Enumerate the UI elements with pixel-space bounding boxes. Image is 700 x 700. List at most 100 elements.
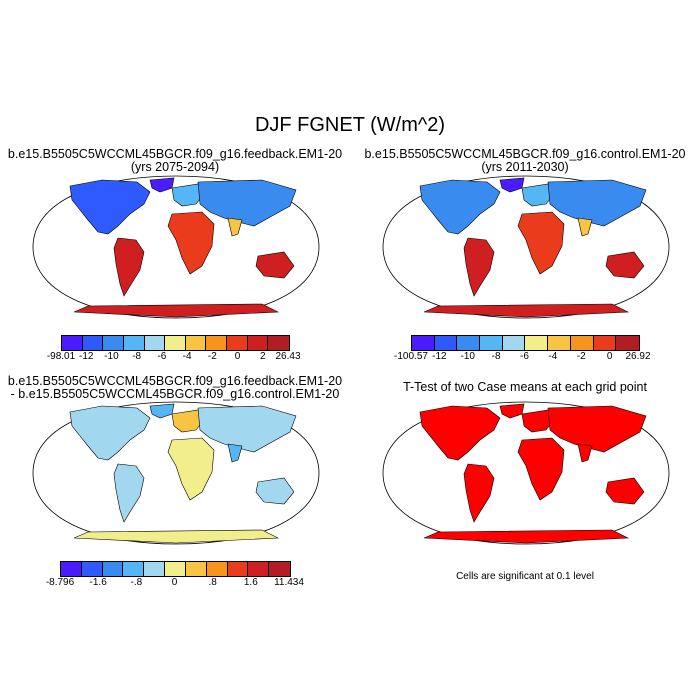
continent-greenland (499, 177, 525, 193)
colorbar-tick-label: -10 (460, 351, 475, 362)
control-colorbar-labels: -100.57 -12 -10 -8 -6 -4 -2 0 26.92 (394, 351, 650, 363)
colorbar-swatch (593, 336, 617, 350)
colorbar-tick-label: -100.57 (394, 351, 428, 362)
colorbar-swatch (525, 336, 549, 350)
continent-antarctica (423, 529, 630, 544)
continent-north-america (69, 405, 151, 461)
continent-australia (605, 477, 645, 505)
continent-greenland (149, 403, 175, 419)
colorbar-tick-label: -2 (576, 351, 586, 362)
colorbar-swatch (123, 336, 145, 350)
continent-australia (255, 251, 295, 279)
continent-asia (197, 179, 297, 227)
colorbar-swatch (62, 336, 83, 350)
colorbar-tick-label: -6 (157, 351, 167, 362)
continent-asia (547, 405, 647, 453)
colorbar-swatch (480, 336, 503, 350)
continent-australia (605, 251, 645, 279)
panel4-title: T-Test of two Case means at each grid po… (403, 380, 647, 394)
colorbar-tick-label: -8 (491, 351, 501, 362)
colorbar-swatch (123, 562, 145, 576)
colorbar-tick-label: 0 (234, 351, 241, 362)
colorbar-swatch (247, 336, 269, 350)
panel2-title-line1: b.e15.B5505C5WCCML45BGCR.f09_g16.control… (364, 147, 686, 161)
continent-south-america (463, 463, 495, 523)
colorbar-tick-label: 0 (606, 351, 613, 362)
colorbar-swatch (268, 336, 289, 350)
continent-antarctica (73, 529, 280, 544)
colorbar-swatch (185, 562, 207, 576)
continent-africa (517, 211, 565, 275)
colorbar-tick-label: -4 (548, 351, 558, 362)
colorbar-swatch (548, 336, 571, 350)
continent-north-america (419, 405, 501, 461)
colorbar-swatch (185, 336, 207, 350)
colorbar-tick-label: -6 (520, 351, 529, 362)
continent-south-america (113, 463, 145, 523)
colorbar-tick-label: -1.6 (89, 577, 107, 588)
colorbar-swatch (457, 336, 481, 350)
colorbar-tick-label: 26.92 (625, 351, 651, 362)
continent-greenland (149, 177, 175, 193)
control-colorbar (411, 335, 640, 351)
panel3-title-line2: - b.e15.B5505C5WCCML45BGCR.f09_g16.contr… (10, 387, 340, 401)
colorbar-swatch (144, 562, 166, 576)
continent-india (227, 443, 243, 463)
colorbar-swatch (102, 562, 124, 576)
panel3-title-line1: b.e15.B5505C5WCCML45BGCR.f09_g16.feedbac… (7, 374, 343, 388)
colorbar-tick-label: -8.796 (45, 577, 75, 588)
colorbar-tick-label: -8 (132, 351, 142, 362)
colorbar-swatch (144, 336, 166, 350)
continent-north-america (69, 179, 151, 235)
colorbar-swatch (434, 336, 458, 350)
control-map (382, 175, 670, 319)
continent-india (577, 443, 593, 463)
colorbar-swatch (206, 336, 227, 350)
continent-asia (547, 179, 647, 227)
panel2-title-line2: (yrs 2011-2030) (481, 160, 569, 174)
colorbar-tick-label: 0 (171, 577, 178, 588)
colorbar-swatch (61, 562, 82, 576)
colorbar-tick-label: -12 (432, 351, 447, 362)
colorbar-swatch (616, 336, 639, 350)
colorbar-tick-label: -.8 (130, 577, 143, 588)
colorbar-tick-label: -2 (207, 351, 217, 362)
colorbar-tick-label: 1.6 (243, 577, 258, 588)
continent-antarctica (423, 303, 630, 318)
colorbar-tick-label: -12 (78, 351, 94, 362)
colorbar-tick-label: 2 (259, 351, 266, 362)
continent-australia (255, 477, 295, 505)
colorbar-swatch (165, 562, 186, 576)
continent-africa (167, 437, 215, 501)
colorbar-tick-label: -10 (104, 351, 119, 362)
continent-north-america (419, 179, 501, 235)
continent-india (577, 217, 593, 237)
continent-south-america (113, 237, 145, 297)
colorbar-swatch (269, 562, 290, 576)
panel1-title-line1: b.e15.B5505C5WCCML45BGCR.f09_g16.feedbac… (7, 147, 343, 161)
feedback-colorbar (61, 335, 290, 351)
significance-note: Cells are significant at 0.1 level (456, 571, 594, 582)
colorbar-tick-label: 11.434 (274, 577, 304, 588)
continent-africa (167, 211, 215, 275)
panel1-title-line2: (yrs 2075-2094) (130, 160, 220, 174)
feedback-map (32, 175, 320, 319)
continent-greenland (499, 403, 525, 419)
colorbar-swatch (227, 336, 248, 350)
colorbar-swatch (570, 336, 594, 350)
colorbar-tick-label: -98.01 (46, 351, 76, 362)
figure-title: DJF FGNET (W/m^2) (254, 114, 446, 136)
colorbar-swatch (502, 336, 526, 350)
continent-antarctica (73, 303, 280, 318)
difference-map (32, 401, 320, 545)
colorbar-swatch (81, 562, 103, 576)
difference-colorbar-labels: -8.796 -1.6 -.8 0 .8 1.6 11.434 (46, 577, 304, 589)
colorbar-tick-label: .8 (208, 577, 217, 588)
colorbar-swatch (165, 336, 186, 350)
colorbar-swatch (82, 336, 104, 350)
colorbar-swatch (103, 336, 124, 350)
continent-africa (517, 437, 565, 501)
difference-colorbar (60, 561, 291, 577)
feedback-colorbar-labels: -98.01 -12 -10 -8 -6 -4 -2 0 2 26.43 (47, 351, 301, 363)
continent-asia (197, 405, 297, 453)
